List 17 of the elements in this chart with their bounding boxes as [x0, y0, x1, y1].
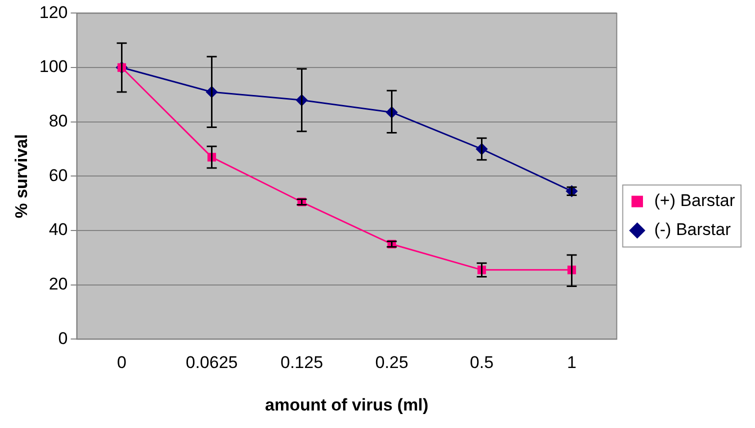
- y-tick-label: 100: [39, 57, 68, 76]
- y-tick-label: 80: [48, 112, 68, 131]
- x-axis-title: amount of virus (ml): [265, 395, 428, 414]
- x-tick-label: 0.25: [375, 353, 408, 372]
- y-tick-label: 20: [48, 274, 68, 294]
- x-tick-label: 0.5: [470, 353, 494, 372]
- y-tick-label: 40: [48, 220, 68, 240]
- y-tick-label: 0: [58, 328, 68, 348]
- y-axis-title: % survival: [12, 134, 31, 218]
- legend-label: (+) Barstar: [654, 191, 736, 210]
- x-tick-label: 0: [117, 353, 126, 372]
- x-tick-label: 0.125: [280, 353, 324, 372]
- y-tick-label: 120: [39, 2, 68, 22]
- y-tick-label: 60: [48, 166, 68, 185]
- x-tick-label: 0.0625: [186, 353, 238, 372]
- x-tick-label: 1: [567, 353, 576, 372]
- legend-label: (-) Barstar: [654, 220, 732, 240]
